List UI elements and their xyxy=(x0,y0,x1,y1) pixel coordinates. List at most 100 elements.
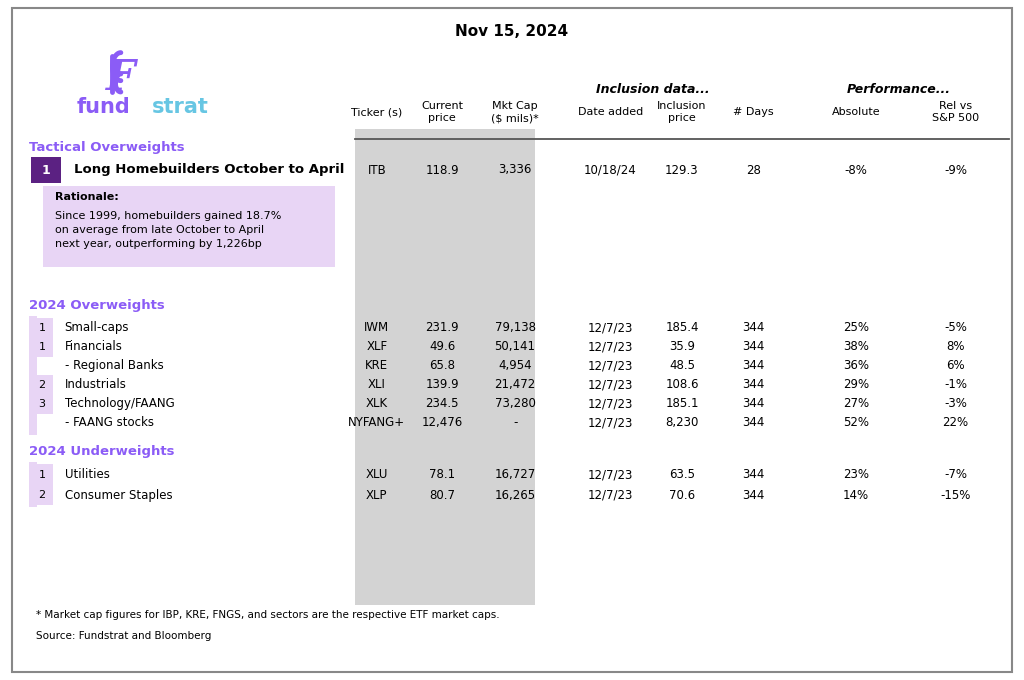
Text: 25%: 25% xyxy=(843,321,869,335)
Text: 28: 28 xyxy=(746,163,761,177)
Text: 12/7/23: 12/7/23 xyxy=(588,340,633,354)
Text: 108.6: 108.6 xyxy=(666,378,698,392)
Text: 129.3: 129.3 xyxy=(666,163,698,177)
Text: -9%: -9% xyxy=(944,163,967,177)
Text: 1: 1 xyxy=(39,470,45,479)
Text: 52%: 52% xyxy=(843,416,869,430)
Text: 344: 344 xyxy=(742,488,765,502)
Text: -7%: -7% xyxy=(944,468,967,481)
Text: 12/7/23: 12/7/23 xyxy=(588,397,633,411)
Text: 2: 2 xyxy=(39,490,45,500)
Text: 344: 344 xyxy=(742,321,765,335)
Text: 27%: 27% xyxy=(843,397,869,411)
Text: 14%: 14% xyxy=(843,488,869,502)
Text: Ticker (s): Ticker (s) xyxy=(351,107,402,117)
Text: Consumer Staples: Consumer Staples xyxy=(65,488,172,502)
Text: 1: 1 xyxy=(42,163,50,177)
Bar xyxy=(43,186,335,267)
Text: 29%: 29% xyxy=(843,378,869,392)
Text: 49.6: 49.6 xyxy=(429,340,456,354)
Text: 344: 344 xyxy=(742,416,765,430)
Text: 63.5: 63.5 xyxy=(669,468,695,481)
Text: 4,954: 4,954 xyxy=(499,359,531,373)
Text: Small-caps: Small-caps xyxy=(65,321,129,335)
Text: 344: 344 xyxy=(742,340,765,354)
Text: 344: 344 xyxy=(742,397,765,411)
Text: Utilities: Utilities xyxy=(65,468,110,481)
Text: XLF: XLF xyxy=(367,340,387,354)
Text: XLP: XLP xyxy=(367,488,387,502)
Text: 3: 3 xyxy=(39,399,45,409)
Text: strat: strat xyxy=(152,97,209,117)
Text: 2: 2 xyxy=(39,380,45,390)
Text: 16,265: 16,265 xyxy=(495,488,536,502)
Text: Source: Fundstrat and Bloomberg: Source: Fundstrat and Bloomberg xyxy=(36,630,211,641)
Text: 50,141: 50,141 xyxy=(495,340,536,354)
Bar xyxy=(31,375,53,395)
Text: 21,472: 21,472 xyxy=(495,378,536,392)
Text: 12/7/23: 12/7/23 xyxy=(588,416,633,430)
Text: Financials: Financials xyxy=(65,340,123,354)
Text: -8%: -8% xyxy=(845,163,867,177)
Text: 35.9: 35.9 xyxy=(669,340,695,354)
Text: 12/7/23: 12/7/23 xyxy=(588,488,633,502)
Text: Performance...: Performance... xyxy=(847,83,951,97)
Text: 2024 Underweights: 2024 Underweights xyxy=(29,445,174,458)
Text: 36%: 36% xyxy=(843,359,869,373)
Text: 2024 Overweights: 2024 Overweights xyxy=(29,299,165,312)
Text: Current
price: Current price xyxy=(421,101,464,123)
Text: 12,476: 12,476 xyxy=(422,416,463,430)
Text: Inclusion
price: Inclusion price xyxy=(657,101,707,123)
Text: Long Homebuilders October to April: Long Homebuilders October to April xyxy=(74,163,344,177)
Text: 70.6: 70.6 xyxy=(669,488,695,502)
Text: Date added: Date added xyxy=(578,107,643,117)
Text: XLI: XLI xyxy=(368,378,386,392)
Bar xyxy=(31,464,53,485)
Text: 78.1: 78.1 xyxy=(429,468,456,481)
Text: F: F xyxy=(106,57,135,99)
Text: 48.5: 48.5 xyxy=(669,359,695,373)
Text: Industrials: Industrials xyxy=(65,378,126,392)
Bar xyxy=(31,394,53,414)
Text: -3%: -3% xyxy=(944,397,967,411)
Text: 185.1: 185.1 xyxy=(666,397,698,411)
Text: Absolute: Absolute xyxy=(831,107,881,117)
Text: 231.9: 231.9 xyxy=(426,321,459,335)
Text: 12/7/23: 12/7/23 xyxy=(588,359,633,373)
Text: 344: 344 xyxy=(742,378,765,392)
Text: 38%: 38% xyxy=(843,340,869,354)
Text: Inclusion data...: Inclusion data... xyxy=(597,83,710,97)
Text: 234.5: 234.5 xyxy=(426,397,459,411)
Bar xyxy=(29,462,37,507)
Text: 8%: 8% xyxy=(946,340,965,354)
Text: ITB: ITB xyxy=(368,163,386,177)
Text: 344: 344 xyxy=(742,359,765,373)
Text: 65.8: 65.8 xyxy=(429,359,456,373)
Text: 10/18/24: 10/18/24 xyxy=(584,163,637,177)
Text: Nov 15, 2024: Nov 15, 2024 xyxy=(456,24,568,39)
Text: fund: fund xyxy=(77,97,130,117)
Text: 185.4: 185.4 xyxy=(666,321,698,335)
Bar xyxy=(355,129,535,605)
Text: - FAANG stocks: - FAANG stocks xyxy=(65,416,154,430)
Text: XLK: XLK xyxy=(366,397,388,411)
Text: - Regional Banks: - Regional Banks xyxy=(65,359,163,373)
Text: 12/7/23: 12/7/23 xyxy=(588,321,633,335)
Text: 1: 1 xyxy=(39,323,45,333)
Bar xyxy=(31,318,53,338)
Text: Technology/FAANG: Technology/FAANG xyxy=(65,397,174,411)
Text: Rel vs
S&P 500: Rel vs S&P 500 xyxy=(932,101,979,123)
Text: 23%: 23% xyxy=(843,468,869,481)
Bar xyxy=(31,157,61,183)
Text: * Market cap figures for IBP, KRE, FNGS, and sectors are the respective ETF mark: * Market cap figures for IBP, KRE, FNGS,… xyxy=(36,610,500,620)
Text: Rationale:: Rationale: xyxy=(55,192,119,202)
Text: Mkt Cap
($ mils)*: Mkt Cap ($ mils)* xyxy=(492,101,539,123)
Text: 118.9: 118.9 xyxy=(426,163,459,177)
Bar xyxy=(31,337,53,357)
Text: -15%: -15% xyxy=(940,488,971,502)
Text: 139.9: 139.9 xyxy=(426,378,459,392)
Bar xyxy=(29,316,37,435)
Text: 1: 1 xyxy=(39,342,45,352)
Text: 12/7/23: 12/7/23 xyxy=(588,468,633,481)
Text: 12/7/23: 12/7/23 xyxy=(588,378,633,392)
